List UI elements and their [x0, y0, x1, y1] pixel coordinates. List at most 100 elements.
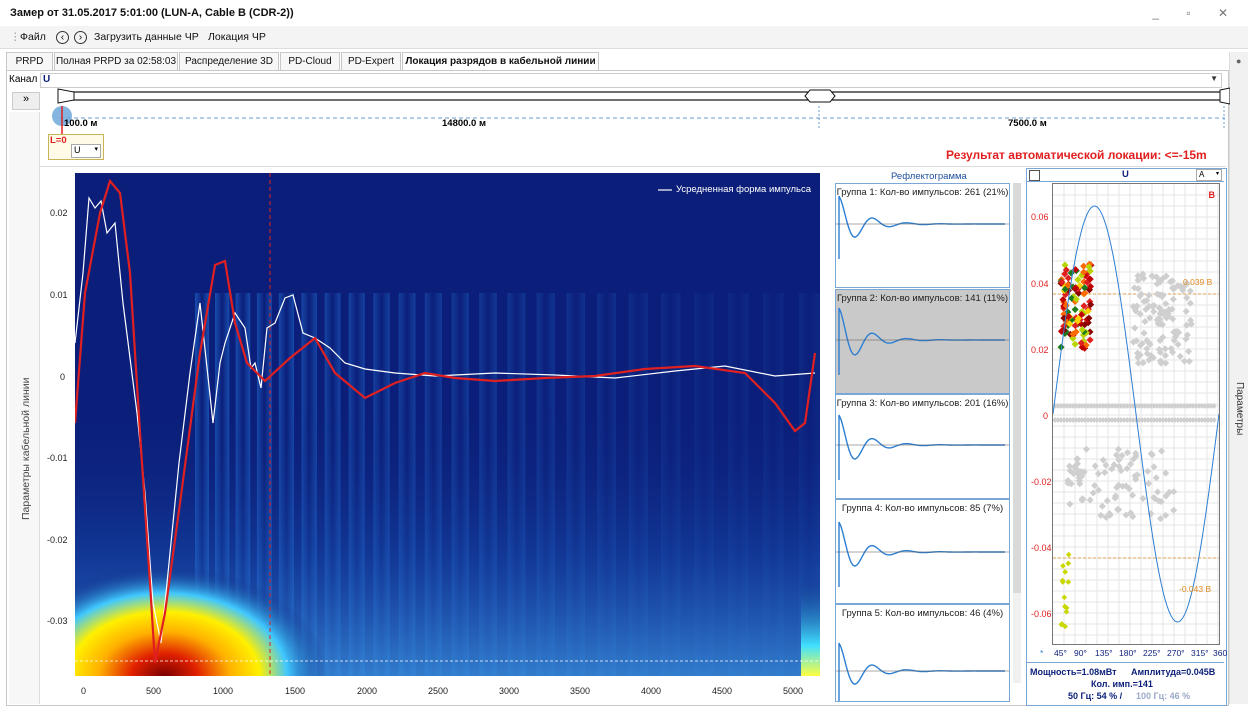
- prpd-point: [1175, 417, 1181, 423]
- tab-full-prpd[interactable]: Полная PRPD за 02:58:03: [54, 52, 178, 70]
- prpd-point: [1103, 497, 1111, 505]
- cable-end-left: [57, 88, 75, 104]
- prpd-point: [1186, 299, 1194, 307]
- prpd-point: [1150, 493, 1158, 502]
- prpd-point: [1182, 307, 1190, 315]
- prpd-point: [1071, 340, 1079, 348]
- prpd-point: [1145, 403, 1151, 409]
- y-tick: -0.02: [47, 535, 68, 545]
- prpd-point: [1187, 417, 1193, 423]
- prpd-point: [1163, 403, 1169, 409]
- prpd-point: [1067, 417, 1073, 423]
- prpd-point: [1065, 579, 1072, 585]
- prpd-point: [1143, 345, 1151, 353]
- side-panel[interactable]: [9, 112, 40, 704]
- prpd-point: [1106, 417, 1112, 423]
- marker-box[interactable]: L=0 U ▾: [48, 134, 104, 160]
- back-icon[interactable]: ‹: [56, 31, 69, 44]
- group-waveform: [838, 642, 1005, 701]
- reflectogram-group-3[interactable]: Группа 3: Кол-во импульсов: 201 (16%): [835, 394, 1010, 499]
- tab-cable-location[interactable]: Локация разрядов в кабельной линии: [402, 52, 599, 71]
- prpd-point: [1162, 300, 1170, 308]
- prpd-point: [1150, 308, 1158, 316]
- tab-pd-cloud[interactable]: PD-Cloud: [280, 52, 340, 70]
- prpd-point: [1187, 403, 1193, 409]
- scroll-thumb[interactable]: [1013, 183, 1021, 593]
- group-title: Группа 4: Кол-во импульсов: 85 (7%): [841, 503, 1004, 514]
- prpd-point: [1181, 417, 1187, 423]
- group-title: Группа 2: Кол-во импульсов: 141 (11%): [836, 293, 1009, 304]
- prpd-point: [1073, 455, 1081, 463]
- prpd-point: [1058, 621, 1065, 627]
- prpd-point: [1183, 279, 1191, 287]
- menu-load-pd[interactable]: Загрузить данные ЧР: [94, 31, 199, 43]
- window-controls[interactable]: _ ▫ ✕: [1152, 6, 1240, 20]
- pin-icon[interactable]: ●: [1236, 56, 1242, 66]
- prpd-point: [1069, 334, 1077, 342]
- prpd-x-tick: 180°: [1119, 648, 1137, 658]
- reflectogram-group-4[interactable]: Группа 4: Кол-во импульсов: 85 (7%): [835, 499, 1010, 604]
- prpd-point: [1061, 594, 1068, 601]
- prpd-point: [1139, 417, 1145, 423]
- prpd-point: [1065, 551, 1072, 558]
- prpd-point: [1131, 324, 1139, 332]
- prpd-point: [1070, 403, 1076, 409]
- tab-prpd[interactable]: PRPD: [6, 52, 53, 70]
- marker-channel-select[interactable]: U ▾: [71, 144, 101, 158]
- prpd-point: [1145, 417, 1151, 423]
- heatmap-chart[interactable]: Усредненная форма импульса: [73, 173, 820, 676]
- prpd-point: [1134, 285, 1142, 293]
- tab-3d-distribution[interactable]: Распределение 3D: [179, 52, 279, 70]
- y-tick: 0.01: [50, 290, 68, 300]
- prpd-point: [1154, 417, 1160, 423]
- prpd-x-tick: 270°: [1167, 648, 1185, 658]
- prpd-point: [1118, 417, 1124, 423]
- prpd-point: [1151, 417, 1157, 423]
- reflectogram-group-2[interactable]: Группа 2: Кол-во импульсов: 141 (11%): [835, 289, 1010, 394]
- right-parameters-strip[interactable]: ● Параметры: [1229, 52, 1248, 704]
- tab-pd-expert[interactable]: PD-Expert: [341, 52, 401, 70]
- prpd-scale-select[interactable]: A ▾: [1196, 169, 1222, 181]
- prpd-point: [1059, 577, 1066, 584]
- prpd-y-tick: 0.06: [1031, 212, 1049, 222]
- expand-button[interactable]: »: [12, 92, 40, 110]
- prpd-plot[interactable]: B 0.039 В -0.043 В: [1052, 183, 1220, 645]
- forward-icon[interactable]: ›: [74, 31, 87, 44]
- menu-file[interactable]: Файл: [20, 31, 46, 43]
- reflectogram-group-1[interactable]: Группа 1: Кол-во импульсов: 261 (21%): [835, 183, 1010, 288]
- prpd-point: [1070, 417, 1076, 423]
- prpd-y-tick: 0.02: [1031, 345, 1049, 355]
- cable-left-distance: 100.0 м: [64, 118, 98, 129]
- prpd-point: [1150, 463, 1158, 471]
- prpd-point: [1159, 310, 1167, 318]
- prpd-point: [1211, 403, 1217, 409]
- prpd-y-tick: -0.06: [1031, 609, 1052, 619]
- marker-channel-value: U: [74, 145, 81, 155]
- side-label: Параметры кабельной линии: [20, 377, 32, 520]
- prpd-x-tick: 315°: [1191, 648, 1209, 658]
- save-icon[interactable]: [1029, 170, 1040, 181]
- prpd-point: [1079, 403, 1085, 409]
- group-waveform: [838, 195, 1005, 259]
- prpd-point: [1169, 295, 1177, 303]
- prpd-point: [1091, 417, 1097, 423]
- channel-select[interactable]: U ▼: [40, 73, 1222, 88]
- prpd-point: [1130, 417, 1136, 423]
- prpd-point: [1157, 417, 1163, 423]
- y-tick: -0.03: [47, 616, 68, 626]
- prpd-channel: U: [1122, 169, 1129, 180]
- group-waveform: [838, 307, 1005, 375]
- prpd-point: [1193, 403, 1199, 409]
- prpd-power: Мощность=1.08мВт: [1030, 667, 1117, 677]
- reflectogram-group-5[interactable]: Группа 5: Кол-во импульсов: 46 (4%): [835, 604, 1010, 702]
- chevron-down-icon: ▾: [1215, 171, 1219, 177]
- reflectogram-scrollbar[interactable]: [1013, 183, 1021, 683]
- prpd-point: [1160, 417, 1166, 423]
- prpd-point: [1175, 403, 1181, 409]
- prpd-point: [1064, 417, 1070, 423]
- prpd-point: [1061, 403, 1067, 409]
- prpd-point: [1142, 417, 1148, 423]
- prpd-x-tick: 360: [1213, 648, 1228, 658]
- menu-pd-location[interactable]: Локация ЧР: [208, 31, 266, 43]
- prpd-point: [1183, 294, 1191, 302]
